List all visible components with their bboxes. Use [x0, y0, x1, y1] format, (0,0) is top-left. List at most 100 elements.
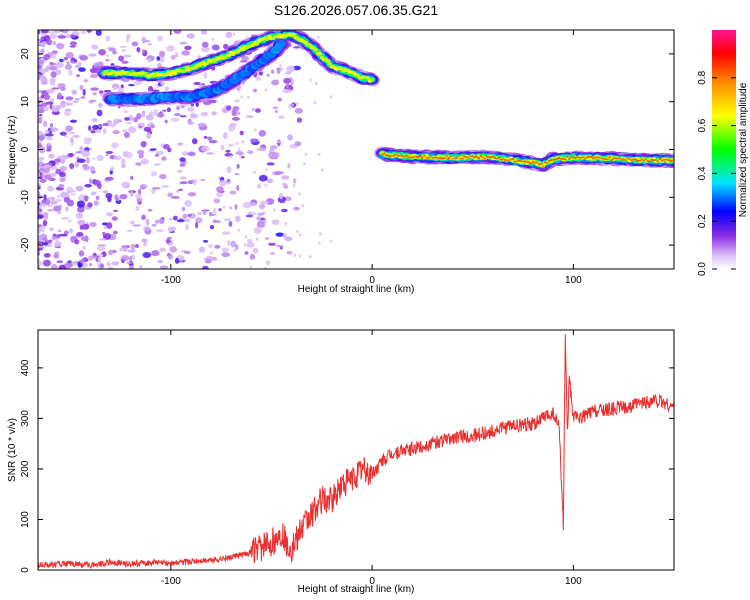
spectrogram-noise-speck	[136, 46, 141, 53]
spectrogram-ridge-blob	[487, 156, 491, 159]
spectrogram-noise-speck	[56, 260, 64, 264]
spectrogram-noise-speck	[253, 88, 258, 93]
spectrogram-noise-speck	[210, 251, 213, 255]
spectrogram-noise-speck	[113, 155, 122, 160]
spectrogram-noise-speck	[119, 45, 127, 48]
spectrogram-noise-speck	[259, 200, 269, 205]
spectrogram-noise-speck	[258, 147, 267, 152]
spectrogram-ridge-blob	[415, 155, 418, 158]
spectrogram-ridge-blob	[380, 153, 384, 156]
spectrogram-noise-speck	[298, 233, 302, 237]
spectrogram-noise-speck	[77, 219, 86, 226]
spectrogram-noise-speck	[271, 69, 275, 74]
spectrogram-noise-speck	[95, 195, 100, 201]
spectrogram-ridge-blob	[265, 37, 270, 41]
snr-x-tick-label: 0	[369, 576, 375, 587]
spectrogram-noise-speck	[166, 45, 175, 52]
spectrogram-ridge-blob	[411, 156, 414, 159]
spectrogram-noise-speck	[38, 117, 43, 124]
spectrogram-noise-speck	[141, 238, 148, 243]
spectrogram-noise-speck	[67, 152, 74, 158]
spectrogram-noise-speck	[105, 153, 109, 157]
spectrogram-noise-speck	[211, 111, 217, 116]
spectrogram-noise-speck	[140, 140, 147, 148]
spectrogram-noise-speck	[255, 237, 259, 241]
spectrogram-noise-speck	[106, 212, 114, 217]
spectrogram-ridge-blob	[491, 155, 495, 158]
spectrogram-noise-speck	[38, 229, 45, 233]
spectrogram-noise-speck	[265, 168, 268, 172]
spectrogram-noise-speck	[245, 115, 254, 119]
spectrogram-noise-speck	[79, 84, 84, 91]
spectrogram-noise-speck	[270, 252, 276, 255]
spectrogram-noise-speck	[183, 250, 191, 254]
spectrogram-noise-speck	[125, 122, 133, 125]
spectrogram-noise-speck	[145, 218, 150, 226]
spectrogram-noise-speck	[135, 162, 142, 166]
spectrogram-ridge-blob	[642, 159, 646, 162]
spectrogram-noise-speck	[258, 174, 268, 182]
spectrogram-noise-speck	[87, 202, 93, 208]
spectrogram-noise-speck	[266, 73, 270, 77]
spectrogram-noise-speck	[242, 202, 252, 209]
spectrogram-noise-speck	[159, 247, 166, 252]
spectrogram-noise-speck	[257, 212, 265, 216]
spectrogram-noise-speck	[102, 190, 109, 194]
spectrogram-noise-speck	[167, 147, 172, 153]
spectrogram-noise-speck	[286, 250, 293, 255]
spectrogram-noise-speck	[51, 236, 57, 241]
spectrogram-noise-speck	[274, 109, 278, 113]
spectrogram-noise-speck	[92, 92, 97, 96]
spectrogram-noise-speck	[276, 140, 283, 144]
spectrogram-noise-speck	[109, 170, 113, 175]
spectrogram-noise-speck	[38, 191, 41, 196]
spectrogram-ridge-blob	[570, 156, 573, 159]
spectrogram-noise-speck	[106, 222, 113, 230]
spectrogram-noise-speck	[108, 249, 114, 256]
spectrogram-noise-speck	[91, 44, 99, 50]
spectrogram-noise-speck	[38, 210, 41, 214]
spectrogram-noise-speck	[45, 199, 51, 206]
spectrogram-noise-speck	[110, 63, 115, 66]
spectrogram-ridge-blob	[628, 158, 631, 161]
spectrogram-noise-speck	[176, 190, 180, 193]
spectrogram-noise-speck	[202, 209, 207, 216]
spectrogram-noise-speck	[191, 138, 198, 145]
spectrogram-noise-speck	[259, 203, 266, 210]
spectrogram-noise-speck	[81, 150, 91, 158]
spectrogram-noise-speck	[111, 216, 118, 221]
spectrogram-noise-speck	[83, 79, 88, 83]
spectrogram-noise-speck	[177, 188, 184, 191]
spectrogram-noise-speck	[264, 266, 267, 269]
spectrogram-noise-speck	[209, 213, 217, 216]
spectrogram-noise-speck	[38, 204, 43, 210]
spectrogram-ridge-blob	[592, 157, 595, 160]
spectrogram-noise-speck	[318, 241, 321, 245]
spectrogram-noise-speck	[65, 51, 74, 59]
spectrogram-noise-speck	[284, 222, 288, 226]
spectrogram-noise-speck	[97, 256, 101, 262]
spectrogram-ridge-blob	[529, 162, 533, 165]
spectrogram-ridge-blob	[507, 159, 511, 162]
spectrogram-ridge-blob	[533, 161, 537, 164]
spectrogram-noise-speck	[285, 82, 289, 89]
spectrogram-noise-speck	[293, 206, 300, 211]
spectrogram-noise-speck	[296, 230, 299, 234]
snr-line-group	[38, 334, 674, 570]
spectrogram-noise-speck	[239, 130, 244, 136]
spectrogram-noise-speck	[141, 36, 146, 44]
spectrogram-ridge-blob	[277, 40, 287, 48]
spectrogram-noise-speck	[59, 33, 64, 36]
spectrogram-ridge-blob	[578, 156, 581, 159]
spectrogram-noise-speck	[159, 217, 165, 225]
spectrogram-noise-speck	[47, 185, 55, 192]
spectrogram-noise-speck	[134, 194, 142, 198]
spectrogram-noise-speck	[223, 218, 232, 221]
spectrogram-noise-speck	[122, 129, 127, 133]
spectrogram-noise-speck	[108, 168, 113, 172]
spectrogram-noise-speck	[77, 158, 86, 163]
spectrogram-noise-speck	[40, 48, 45, 54]
spectrogram-ridge-blob	[556, 157, 559, 160]
spectrogram-noise-speck	[249, 265, 252, 269]
spectrogram-x-tick-label: 0	[369, 275, 375, 286]
